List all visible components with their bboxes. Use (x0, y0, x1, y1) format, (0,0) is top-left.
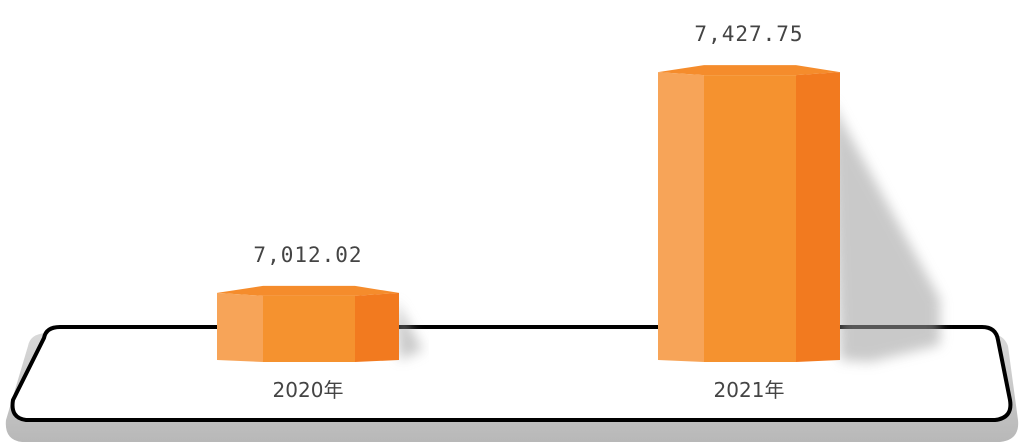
bar (658, 65, 840, 363)
bar-left-face (217, 292, 263, 362)
bar-right-face (355, 292, 399, 362)
bar-right-face (796, 72, 840, 363)
bar-shadows (395, 99, 940, 363)
category-label: 2020年 (273, 378, 344, 402)
category-label: 2021年 (714, 378, 785, 402)
data-label: 7,012.02 (253, 243, 362, 267)
bar-top-face (658, 65, 840, 76)
labels: 7,012.02 2020年 7,427.75 2021年 (253, 22, 803, 402)
bars (217, 65, 840, 363)
data-label: 7,427.75 (694, 22, 803, 46)
bar-shadow (395, 299, 423, 360)
bar-left-face (658, 72, 704, 363)
bar (217, 285, 399, 362)
bar-front-face (704, 75, 796, 363)
bar-top-face (217, 285, 399, 296)
bar-shadow (830, 99, 940, 363)
bar-front-face (263, 295, 355, 362)
